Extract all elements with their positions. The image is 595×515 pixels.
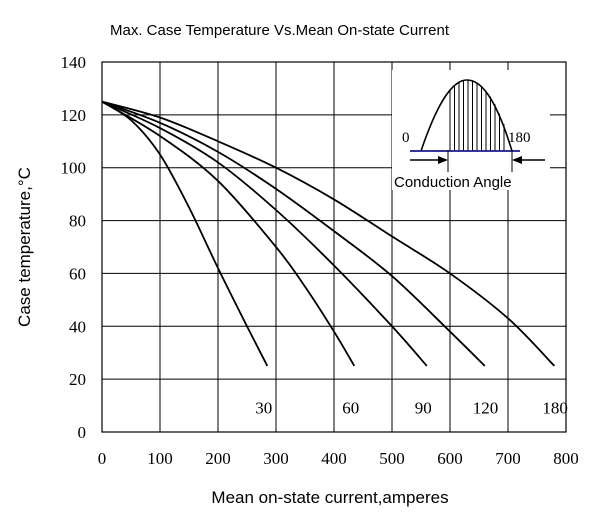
inset-label-0: 0 xyxy=(402,130,410,146)
series-curves xyxy=(101,100,556,367)
y-tick-label: 40 xyxy=(69,317,86,336)
series-label-60: 60 xyxy=(342,399,359,418)
x-axis-label: Mean on-state current,amperes xyxy=(211,488,448,507)
x-tick-label: 800 xyxy=(553,449,579,468)
y-tick-labels: 0 20 40 60 80 100 120 140 xyxy=(61,53,87,442)
y-tick-label: 100 xyxy=(61,159,87,178)
series-labels: 30 60 90 120 180 xyxy=(255,399,568,418)
y-tick-label: 80 xyxy=(69,212,86,231)
half-sine-waveform xyxy=(420,79,513,152)
y-axis-label: Case temperature,°C xyxy=(15,167,34,327)
x-tick-label: 100 xyxy=(147,449,173,468)
x-tick-label: 300 xyxy=(263,449,289,468)
conduction-angle-inset: 0 180 Conduction Angle xyxy=(392,70,550,191)
inset-right-arrowhead xyxy=(512,156,522,164)
conduction-hatching xyxy=(449,80,505,151)
inset-caption: Conduction Angle xyxy=(394,174,512,191)
x-tick-labels: 0 100 200 300 400 500 600 700 800 xyxy=(98,449,579,468)
y-tick-label: 120 xyxy=(61,106,87,125)
inset-left-arrowhead xyxy=(438,156,448,164)
x-tick-label: 600 xyxy=(437,449,463,468)
y-tick-label: 60 xyxy=(69,264,86,283)
series-label-30: 30 xyxy=(255,399,272,418)
series-line-30 xyxy=(101,100,269,367)
inset-label-180: 180 xyxy=(508,130,531,146)
chart-title: Max. Case Temperature Vs.Mean On-state C… xyxy=(110,22,450,39)
series-label-90: 90 xyxy=(415,399,432,418)
series-label-120: 120 xyxy=(473,399,499,418)
x-tick-label: 0 xyxy=(98,449,107,468)
y-tick-label: 0 xyxy=(78,423,87,442)
series-line-90 xyxy=(101,100,428,367)
inset-background xyxy=(392,70,550,190)
series-line-180 xyxy=(101,100,556,367)
y-tick-label: 20 xyxy=(69,370,86,389)
series-label-180: 180 xyxy=(542,399,568,418)
series-line-60 xyxy=(101,100,356,367)
x-tick-label: 700 xyxy=(495,449,521,468)
x-tick-label: 400 xyxy=(321,449,347,468)
series-line-120 xyxy=(101,100,486,367)
plot-frame xyxy=(101,61,567,433)
y-tick-label: 140 xyxy=(61,53,87,72)
x-tick-label: 200 xyxy=(205,449,231,468)
x-tick-label: 500 xyxy=(379,449,405,468)
